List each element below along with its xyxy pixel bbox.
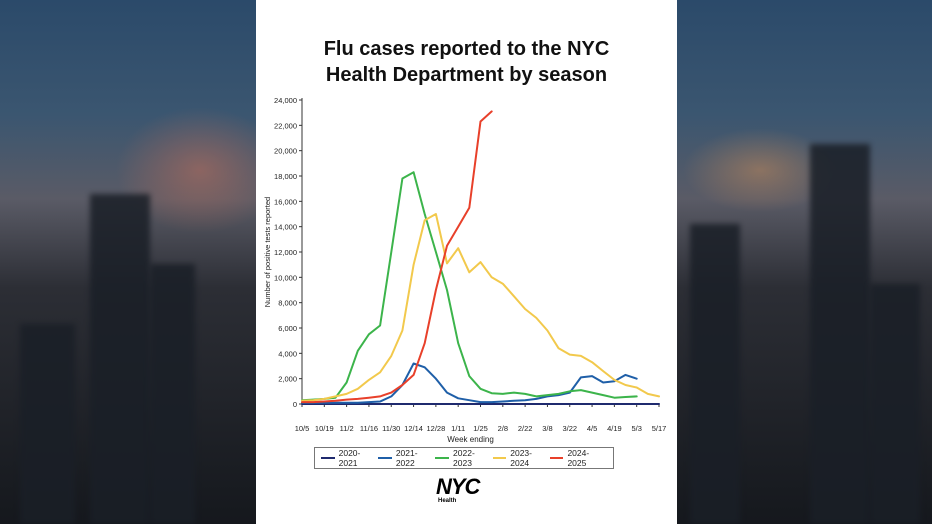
x-tick-label: 2/22 [518, 424, 533, 433]
legend-item-2022-2023: 2022-2023 [435, 448, 492, 468]
y-tick-label: 4,000 [278, 349, 297, 358]
series-line-2024-2025 [301, 110, 493, 404]
background-building [20, 324, 75, 524]
series-line-2021-2022 [301, 362, 638, 404]
chart-title: Flu cases reported to the NYC Health Dep… [256, 36, 677, 88]
series-line-2023-2024 [301, 213, 660, 402]
legend-item-2020-2021: 2020-2021 [321, 448, 378, 468]
logo-health-text: Health [438, 498, 457, 504]
legend-item-2023-2024: 2023-2024 [492, 448, 550, 468]
background-building [90, 194, 150, 524]
y-tick-label: 14,000 [274, 223, 297, 232]
x-tick-label: 11/2 [340, 424, 354, 433]
series-line-2022-2023 [301, 171, 638, 402]
logo-nyc-text: NYC [436, 474, 480, 499]
x-tick-label: 1/11 [451, 424, 465, 433]
legend-swatch [378, 457, 392, 459]
x-tick-label: 10/19 [315, 424, 334, 433]
y-tick-label: 22,000 [274, 121, 297, 130]
x-tick-label: 2/8 [498, 424, 508, 433]
legend-label: 2021-2022 [395, 448, 418, 468]
legend-label: 2022-2023 [453, 448, 475, 468]
legend-label: 2023-2024 [510, 448, 532, 468]
line-chart: 0 2,000 4,000 6,000 8,000 10,000 12,000 14,000 1… [263, 96, 667, 444]
chart-panel: Flu cases reported to the NYC Health Dep… [256, 0, 677, 524]
chart-legend: 2020-2021 2021-2022 2022-2023 2023-2024 2024… [314, 447, 614, 469]
legend-swatch [435, 457, 450, 459]
legend-swatch [549, 457, 564, 459]
x-axis-label: Week ending [447, 435, 494, 444]
y-axis-label: Number of positive tests reported [263, 197, 272, 307]
y-tick-label: 18,000 [274, 172, 297, 181]
x-tick-label: 10/5 [295, 424, 310, 433]
nyc-health-logo: NYC Health [436, 476, 496, 516]
y-tick-label: 10,000 [274, 273, 297, 282]
x-tick-label: 4/5 [587, 424, 597, 433]
x-tick-label: 11/30 [382, 424, 400, 433]
y-tick-label: 6,000 [278, 324, 297, 333]
y-tick-label: 8,000 [278, 299, 297, 308]
x-tick-label: 11/16 [360, 424, 378, 433]
chart-title-line-1: Flu cases reported to the NYC [323, 38, 610, 60]
legend-item-2024-2025: 2024-2025 [549, 448, 607, 468]
legend-swatch [492, 457, 507, 459]
x-tick-label: 5/3 [631, 424, 641, 433]
x-tick-label: 1/25 [473, 424, 488, 433]
x-tick-label: 12/14 [404, 424, 423, 433]
legend-item-2021-2022: 2021-2022 [378, 448, 435, 468]
y-tick-label: 2,000 [278, 375, 297, 384]
background-building [810, 144, 870, 524]
x-tick-label: 12/28 [426, 424, 445, 433]
legend-label: 2024-2025 [567, 448, 590, 468]
y-tick-label: 0 [293, 400, 297, 409]
x-tick-label: 3/8 [542, 424, 552, 433]
legend-label: 2020-2021 [338, 448, 361, 468]
y-tick-label: 16,000 [274, 197, 297, 206]
x-tick-label: 5/17 [652, 424, 667, 433]
background-building [150, 264, 195, 524]
background-building [690, 224, 740, 524]
y-tick-label: 24,000 [274, 96, 297, 105]
background-building [870, 284, 920, 524]
x-tick-label: 4/19 [607, 424, 622, 433]
chart-title-line-2: Health Department by season [325, 64, 608, 86]
y-tick-label: 20,000 [274, 147, 297, 156]
y-tick-label: 12,000 [274, 248, 297, 257]
legend-swatch [321, 457, 335, 459]
x-tick-label: 3/22 [562, 424, 577, 433]
